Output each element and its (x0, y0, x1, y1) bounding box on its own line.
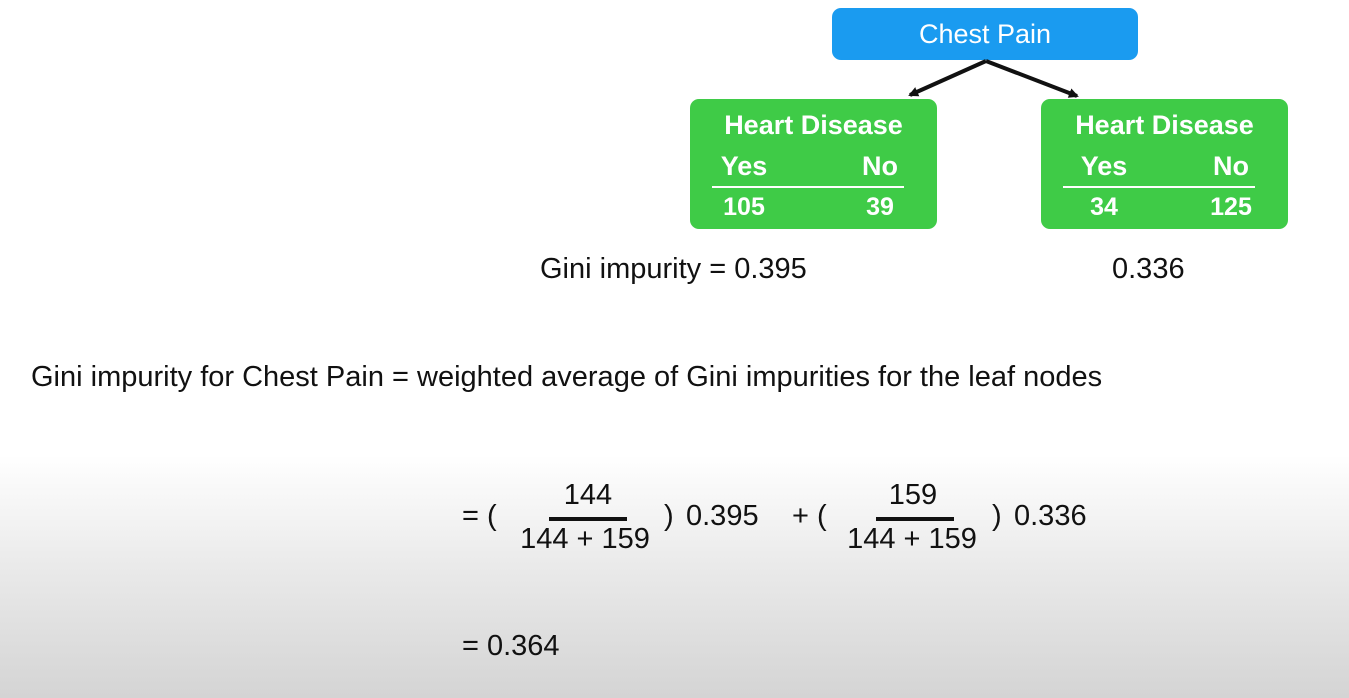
formula-close1: ) (664, 500, 674, 532)
yes-count: 105 (723, 193, 765, 221)
formula-value2: 0.336 (1014, 500, 1087, 532)
yes-header: Yes (720, 151, 768, 181)
leaf-node-left: Heart Disease Yes No 105 39 (690, 99, 937, 229)
leaf-divider (1063, 186, 1255, 188)
leaf-node-right: Heart Disease Yes No 34 125 (1041, 99, 1288, 229)
fraction1-denominator: 144 + 159 (520, 523, 650, 555)
formula-plus: + ( (792, 500, 827, 532)
fraction1-numerator: 144 (563, 479, 613, 511)
root-node-label: Chest Pain (918, 18, 1052, 49)
fraction2-numerator: 159 (888, 479, 938, 511)
no-count: 39 (866, 193, 894, 221)
formula-close2: ) (992, 500, 1002, 532)
fraction2-bar (876, 517, 954, 521)
leaf-title: Heart Disease (1075, 110, 1254, 140)
no-header: No (1213, 151, 1249, 181)
statement-text: Gini impurity for Chest Pain = weighted … (31, 361, 1103, 393)
fraction1-bar (549, 517, 627, 521)
yes-count: 34 (1090, 193, 1118, 221)
yes-header: Yes (1080, 151, 1128, 181)
arrow-right (985, 59, 1079, 98)
gini-right-label: 0.336 (1112, 253, 1185, 285)
root-node-chest-pain: Chest Pain (832, 8, 1138, 60)
formula-value1: 0.395 (686, 500, 759, 532)
leaf-divider (712, 186, 904, 188)
no-header: No (862, 151, 898, 181)
leaf-title: Heart Disease (724, 110, 903, 140)
arrow-left (908, 59, 987, 97)
fraction2-denominator: 144 + 159 (847, 523, 977, 555)
result-value: = 0.364 (462, 630, 560, 662)
no-count: 125 (1210, 193, 1252, 221)
gini-left-label: Gini impurity = 0.395 (540, 253, 807, 285)
formula-open1: = ( (462, 500, 497, 532)
